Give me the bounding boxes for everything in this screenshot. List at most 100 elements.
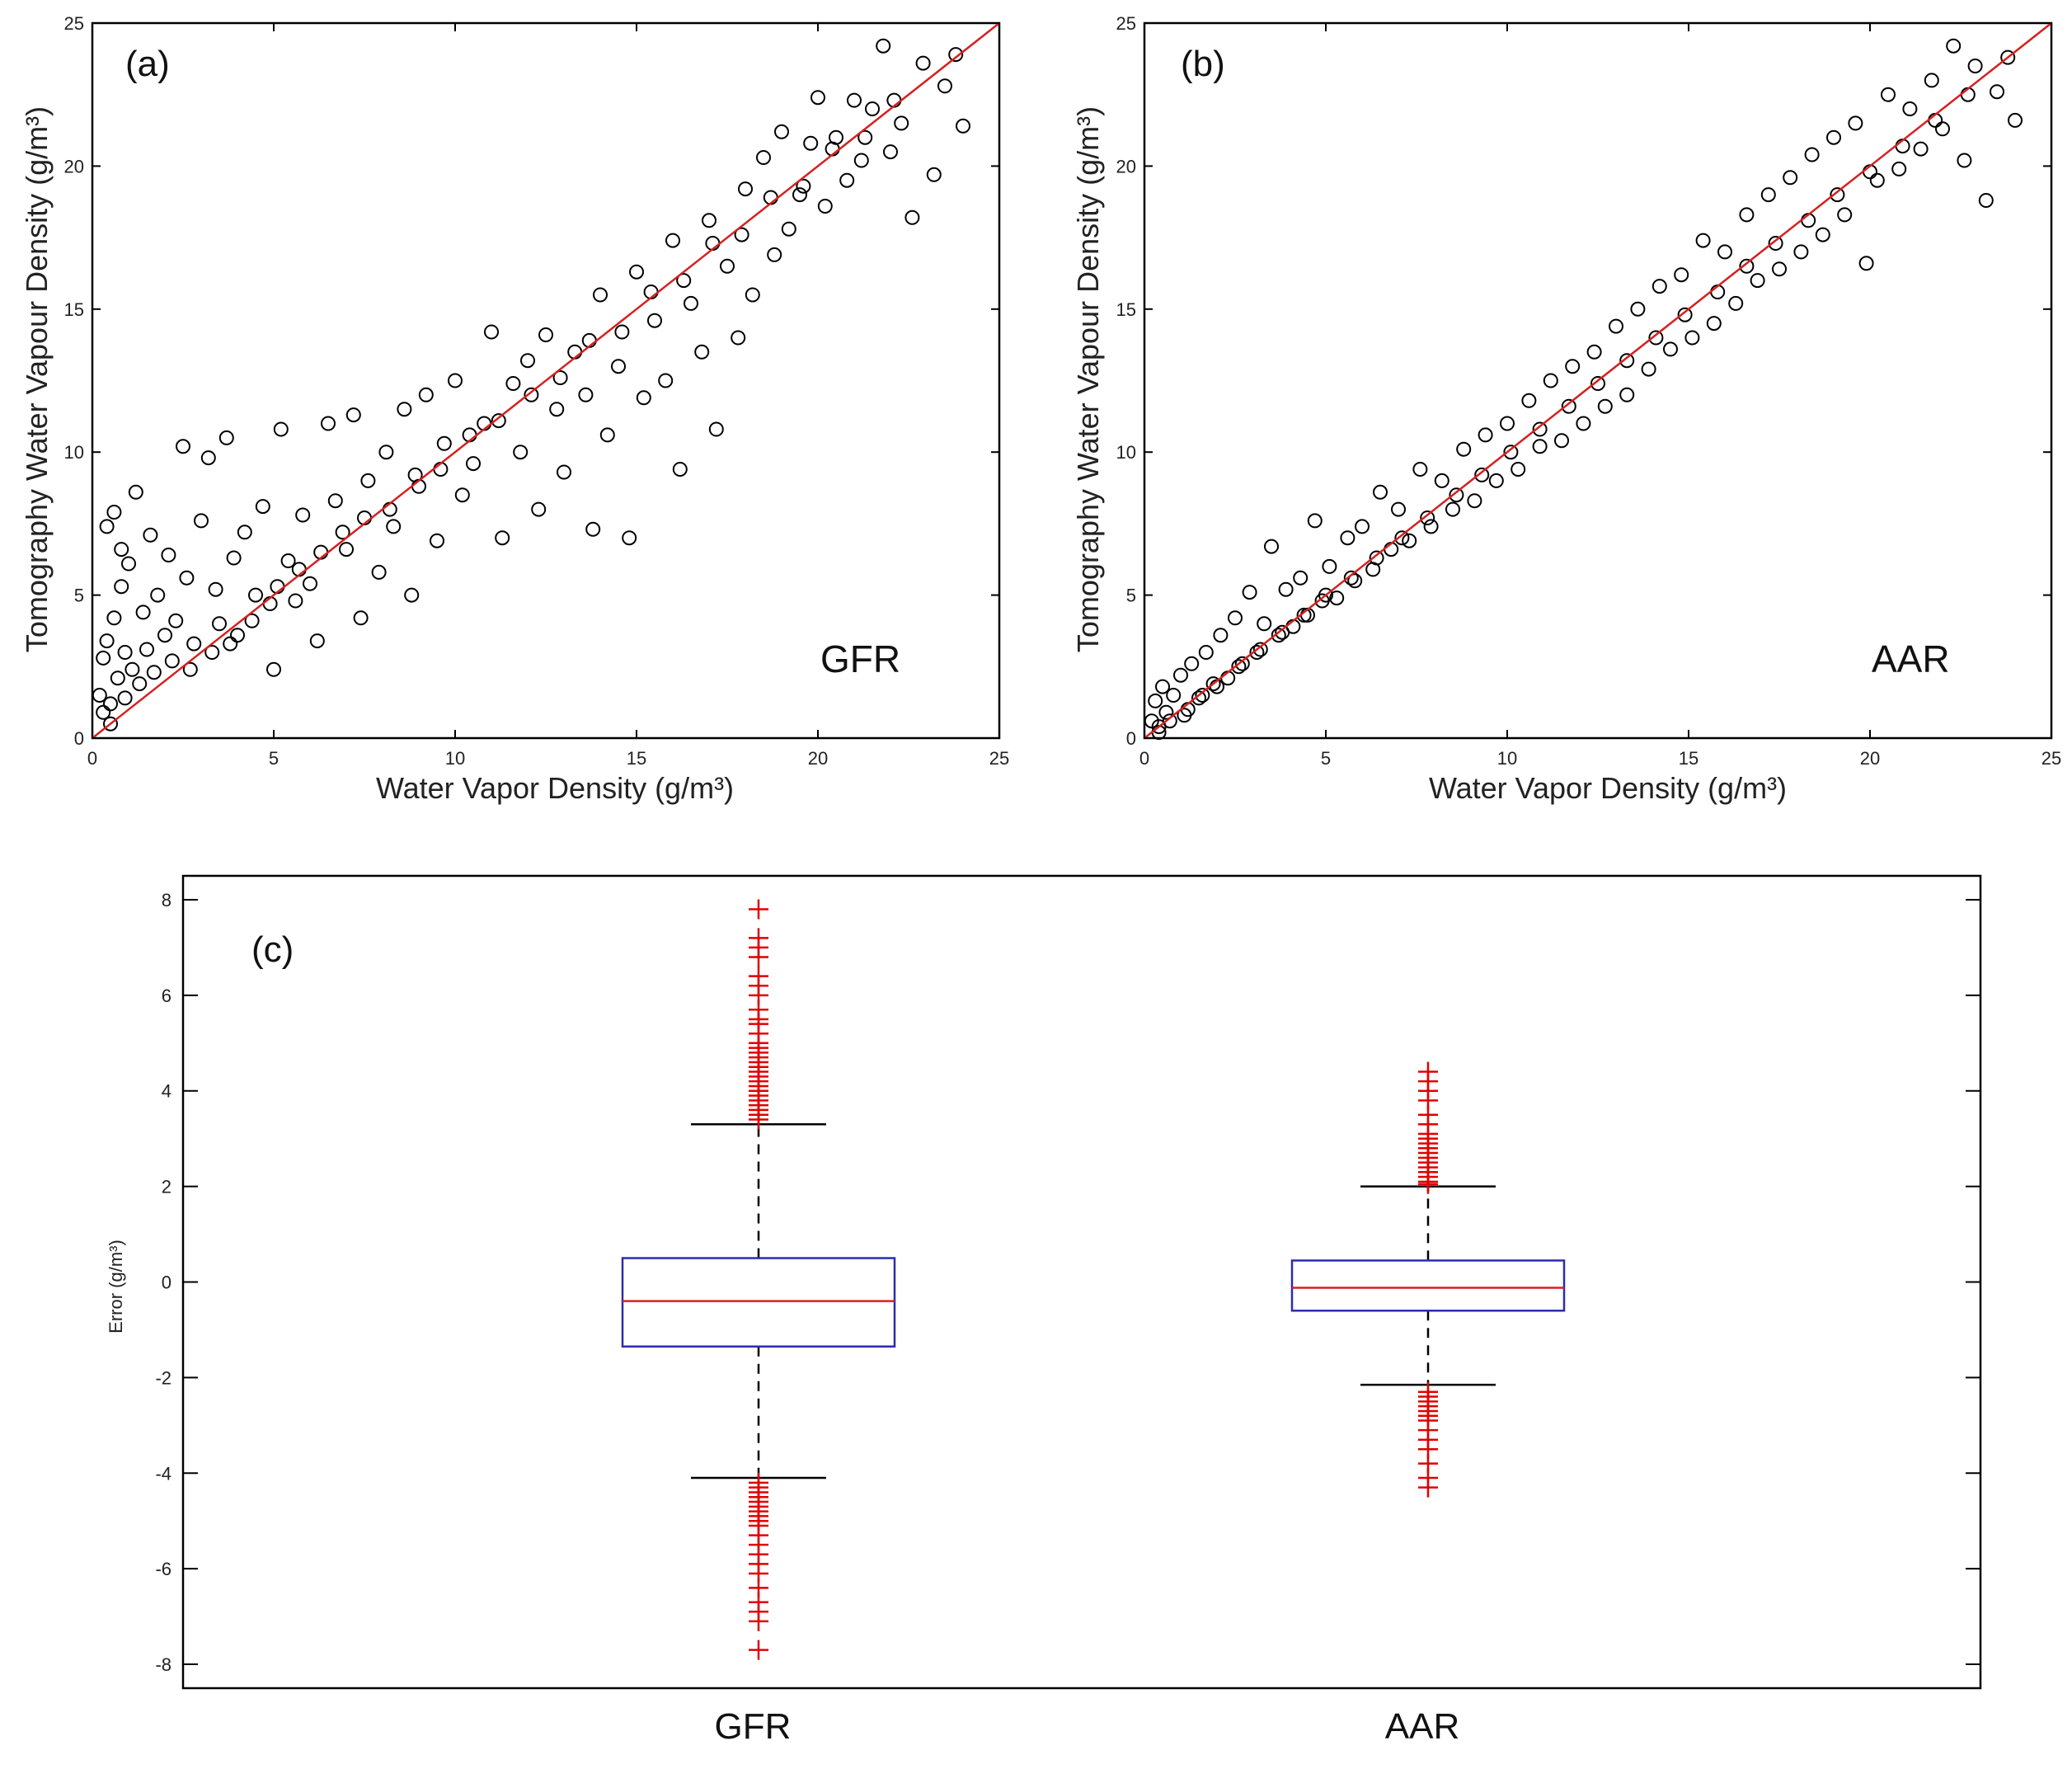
outlier [749, 1640, 768, 1660]
data-point [212, 616, 227, 632]
category-labels: GFR AAR [715, 1706, 1460, 1747]
y-tick-label: 0 [74, 728, 84, 749]
y-axis-label: Tomography Water Vapour Density (g/m³) [20, 106, 54, 652]
data-point [883, 144, 898, 160]
outlier [749, 966, 768, 986]
data-point [1619, 387, 1635, 402]
x-tick-label: 25 [989, 748, 1009, 769]
data-point [139, 642, 154, 657]
data-point [767, 247, 782, 262]
y-axis-ticks: 0 5 10 15 20 25 [1116, 13, 2051, 749]
data-point [436, 435, 452, 451]
data-point [110, 670, 125, 686]
data-point [1561, 398, 1576, 414]
data-point [179, 570, 195, 586]
data-point [1946, 38, 1962, 54]
data-point [339, 542, 354, 558]
data-point [1503, 445, 1519, 460]
data-point [255, 499, 270, 515]
data-point [1768, 236, 1783, 251]
data-point [684, 295, 698, 311]
data-point [117, 645, 133, 660]
data-point [734, 227, 749, 242]
y-tick-label: 25 [1116, 13, 1136, 34]
data-point [1293, 570, 1309, 586]
data-point [418, 387, 434, 402]
data-point [1521, 393, 1537, 408]
data-point [226, 550, 242, 566]
data-point [1423, 519, 1439, 534]
x-tick-label: 5 [269, 748, 279, 769]
data-point [1420, 510, 1435, 525]
x-tick-label: 10 [1497, 748, 1517, 769]
data-point [404, 587, 420, 603]
data-point [738, 181, 753, 197]
data-point [1162, 713, 1177, 729]
data-point [1830, 187, 1845, 203]
data-point [117, 690, 133, 706]
data-point [1677, 307, 1693, 322]
data-point [1148, 693, 1163, 708]
data-point [520, 353, 535, 369]
y-tick-label: -4 [155, 1463, 171, 1484]
data-point [218, 430, 234, 445]
data-point [194, 513, 209, 529]
data-point [309, 633, 325, 649]
data-point [1271, 628, 1286, 643]
data-point [505, 376, 521, 391]
data-point [244, 613, 260, 628]
data-point [1590, 376, 1605, 391]
data-point [386, 519, 402, 534]
x-tick-label: 20 [808, 748, 828, 769]
data-point [593, 287, 608, 303]
data-point [1772, 261, 1787, 277]
data-point [1373, 484, 1388, 500]
data-point [1412, 462, 1428, 477]
data-point [702, 213, 717, 228]
data-point [378, 445, 394, 460]
data-point [513, 445, 529, 460]
data-point [106, 610, 122, 626]
data-point [1674, 267, 1689, 283]
data-point [1848, 115, 1863, 131]
data-point [1318, 587, 1333, 603]
data-point [407, 467, 423, 482]
y-tick-label: 15 [64, 299, 84, 320]
data-point [1913, 141, 1929, 157]
x-tick-label: 20 [1860, 748, 1880, 769]
reference-line [1144, 22, 2052, 739]
data-point [937, 78, 952, 94]
y-tick-label: 10 [64, 442, 84, 463]
data-point [614, 324, 630, 340]
data-point [796, 178, 811, 194]
data-point [128, 484, 143, 500]
y-tick-label: 0 [162, 1273, 171, 1293]
data-point [1695, 233, 1711, 248]
data-point [1630, 301, 1646, 317]
data-point [915, 55, 931, 71]
x-axis-label: Water Vapor Density (g/m³) [376, 771, 734, 805]
x-tick-label: 25 [2041, 748, 2061, 769]
data-point [658, 373, 674, 388]
data-point [1155, 679, 1170, 694]
y-axis-ticks: -8 -6 -4 -2 0 2 4 6 8 [155, 890, 1980, 1675]
data-point [531, 501, 547, 517]
category-label: AAR [1385, 1706, 1459, 1747]
data-point [168, 613, 184, 628]
data-point [125, 661, 140, 677]
data-point [538, 327, 553, 342]
data-point [200, 450, 216, 466]
data-point [1402, 533, 1417, 548]
data-point [1543, 373, 1558, 388]
data-point [1532, 421, 1548, 437]
data-point [495, 530, 510, 546]
data-point [708, 421, 724, 437]
data-point [1565, 359, 1581, 374]
data-point [1275, 624, 1290, 640]
data-point [1783, 170, 1798, 186]
data-point [956, 118, 970, 134]
data-point [876, 38, 891, 54]
data-point [1648, 330, 1664, 346]
box-gfr [621, 899, 896, 1660]
